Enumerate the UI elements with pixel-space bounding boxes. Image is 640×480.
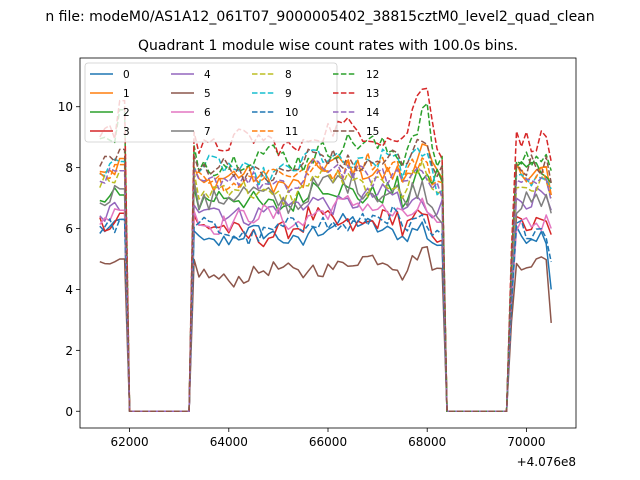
legend-label-15: 15 — [366, 126, 379, 138]
y-tick-label: 0 — [65, 405, 73, 419]
legend-label-1: 1 — [123, 88, 130, 100]
legend-label-0: 0 — [123, 69, 130, 81]
plot-lines — [99, 87, 552, 413]
series-line-14 — [99, 159, 552, 413]
legend-label-12: 12 — [366, 69, 379, 81]
y-tick-label: 8 — [65, 161, 73, 175]
figure-suptitle: n file: modeM0/AS1A12_061T07_9000005402_… — [45, 9, 594, 25]
x-axis-ticks: 62000 64000 66000 68000 70000 — [111, 428, 545, 449]
y-tick-label: 10 — [58, 100, 73, 114]
legend-label-5: 5 — [204, 88, 211, 100]
x-tick-label: 64000 — [210, 435, 248, 449]
series-line-4 — [99, 183, 552, 413]
x-tick-label: 70000 — [507, 435, 545, 449]
legend-box — [84, 62, 338, 143]
legend-label-6: 6 — [204, 107, 211, 119]
y-tick-label: 6 — [65, 222, 73, 236]
y-tick-label: 4 — [65, 283, 73, 297]
x-axis-offset-label: +4.076e8 — [517, 455, 576, 469]
y-tick-label: 2 — [65, 344, 73, 358]
x-tick-label: 66000 — [309, 435, 347, 449]
legend-label-14: 14 — [366, 107, 380, 119]
series-line-12 — [99, 102, 552, 413]
series-line-3 — [99, 206, 552, 413]
chart-title: Quadrant 1 module wise count rates with … — [138, 38, 518, 54]
legend-label-13: 13 — [366, 88, 379, 100]
series-line-0 — [99, 212, 552, 413]
legend-label-8: 8 — [285, 69, 292, 81]
x-tick-label: 62000 — [111, 435, 149, 449]
legend-label-11: 11 — [285, 126, 298, 138]
legend-label-7: 7 — [204, 126, 211, 138]
series-line-15 — [99, 138, 552, 413]
series-line-5 — [99, 246, 552, 413]
series-line-8 — [99, 160, 552, 413]
series-line-10 — [99, 205, 552, 413]
series-line-9 — [99, 146, 552, 413]
legend-label-10: 10 — [285, 107, 298, 119]
legend-label-4: 4 — [204, 69, 211, 81]
x-tick-label: 68000 — [408, 435, 446, 449]
y-axis-ticks: 0 2 4 6 8 10 — [58, 100, 80, 419]
legend-label-3: 3 — [123, 126, 130, 138]
series-line-1 — [99, 143, 552, 413]
series-line-7 — [99, 172, 552, 413]
legend-label-2: 2 — [123, 107, 130, 119]
series-line-6 — [99, 195, 552, 413]
legend-label-9: 9 — [285, 88, 292, 100]
series-line-11 — [99, 152, 552, 413]
series-line-2 — [99, 161, 552, 413]
